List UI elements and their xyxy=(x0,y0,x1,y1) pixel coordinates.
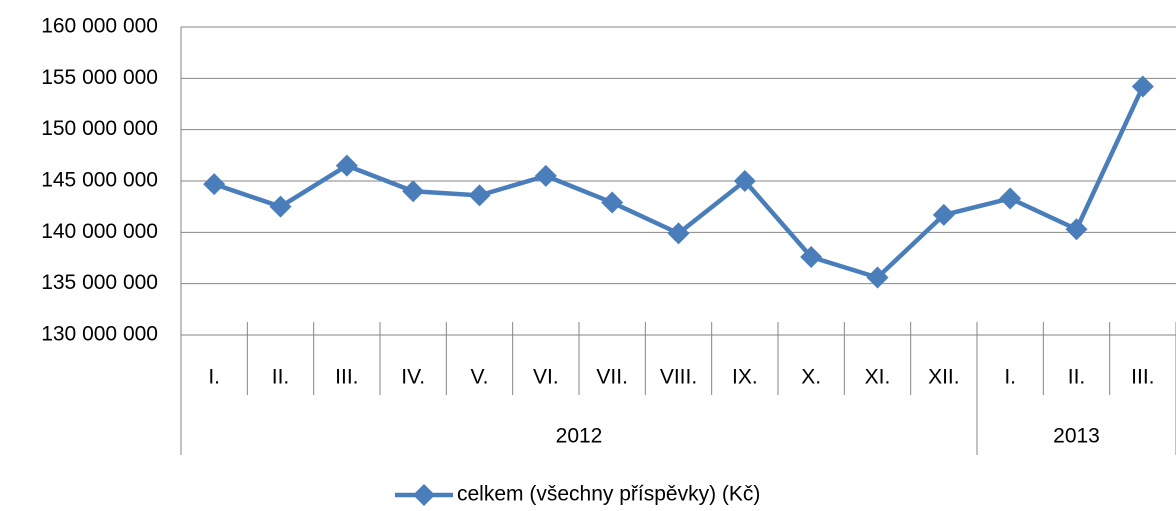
y-tick-label: 135 000 000 xyxy=(41,271,158,294)
legend-marker xyxy=(413,484,435,506)
marker xyxy=(932,203,955,226)
x-tick-label: I. xyxy=(1004,366,1016,389)
marker xyxy=(335,154,358,177)
x-tick-label: III. xyxy=(335,366,358,389)
marker xyxy=(866,266,889,289)
legend-label: celkem (všechny příspěvky) (Kč) xyxy=(457,483,760,506)
marker xyxy=(800,245,823,268)
marker xyxy=(534,164,557,187)
x-tick-label: I. xyxy=(208,366,220,389)
y-tick-label: 160 000 000 xyxy=(41,15,158,38)
x-tick-label: III. xyxy=(1131,366,1154,389)
x-tick-label: II. xyxy=(272,366,290,389)
y-tick-label: 155 000 000 xyxy=(41,66,158,89)
group-label: 2013 xyxy=(1053,425,1100,448)
y-tick-label: 145 000 000 xyxy=(41,169,158,192)
marker xyxy=(269,195,292,218)
marker xyxy=(402,180,425,203)
series-line xyxy=(213,85,1145,280)
x-tick-label: XII. xyxy=(928,366,960,389)
marker xyxy=(733,170,756,192)
y-tick-label: 140 000 000 xyxy=(41,220,158,243)
y-tick-label: 130 000 000 xyxy=(41,323,158,346)
x-tick-label: VIII. xyxy=(660,366,697,389)
x-tick-label: X. xyxy=(801,366,821,389)
marker xyxy=(1065,218,1088,241)
marker xyxy=(999,187,1022,210)
x-tick-label: V. xyxy=(471,366,489,389)
x-tick-label: VI. xyxy=(533,366,559,389)
group-label: 2012 xyxy=(556,425,603,448)
x-tick-label: II. xyxy=(1068,366,1086,389)
marker xyxy=(468,184,491,207)
marker xyxy=(1131,75,1154,98)
x-tick-label: VII. xyxy=(596,366,628,389)
marker xyxy=(601,191,624,214)
x-tick-label: IV. xyxy=(401,366,425,389)
marker xyxy=(203,173,226,196)
x-tick-label: XI. xyxy=(865,366,891,389)
x-tick-label: IX. xyxy=(732,366,758,389)
y-tick-label: 150 000 000 xyxy=(41,117,158,140)
marker xyxy=(667,222,690,245)
